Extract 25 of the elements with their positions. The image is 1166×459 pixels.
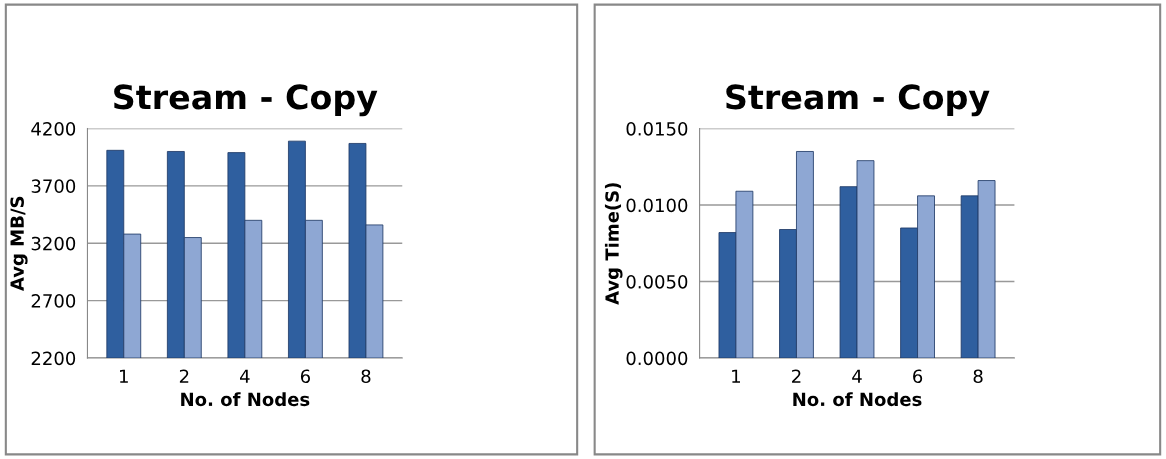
y-tick-label: 2700: [31, 294, 76, 308]
y-axis-title: Avg MB/S: [10, 196, 28, 291]
y-tick-label: 0.0150: [626, 121, 688, 136]
chart-title: Stream - Copy: [114, 84, 378, 117]
x-tick-label: 2: [792, 369, 801, 383]
x-tick-label: 1: [120, 369, 128, 383]
x-tick-label: 8: [973, 369, 983, 384]
y-axis-title: Avg Time(S): [604, 183, 623, 305]
x-tick-label: 4: [240, 369, 250, 383]
x-tick-label: 6: [300, 369, 311, 384]
x-tick-label: 1: [732, 369, 740, 383]
y-tick-label: 3700: [31, 179, 76, 194]
y-tick-label: 0.0050: [626, 274, 688, 289]
x-tick-label: 2: [179, 369, 189, 383]
chart-title: Stream - Copy: [726, 84, 990, 117]
y-tick-label: 0.0000: [626, 351, 688, 366]
x-tick-label: 4: [852, 369, 862, 383]
y-tick-label: 0.0100: [626, 198, 688, 213]
y-tick-label: 4200: [31, 121, 76, 136]
y-tick-label: 2200: [31, 351, 76, 366]
x-axis-title: No. of Nodes: [793, 392, 922, 407]
y-tick-label: 3200: [31, 236, 76, 251]
x-tick-label: 8: [361, 369, 371, 384]
x-axis-title: No. of Nodes: [181, 392, 310, 407]
x-tick-label: 6: [913, 369, 923, 384]
